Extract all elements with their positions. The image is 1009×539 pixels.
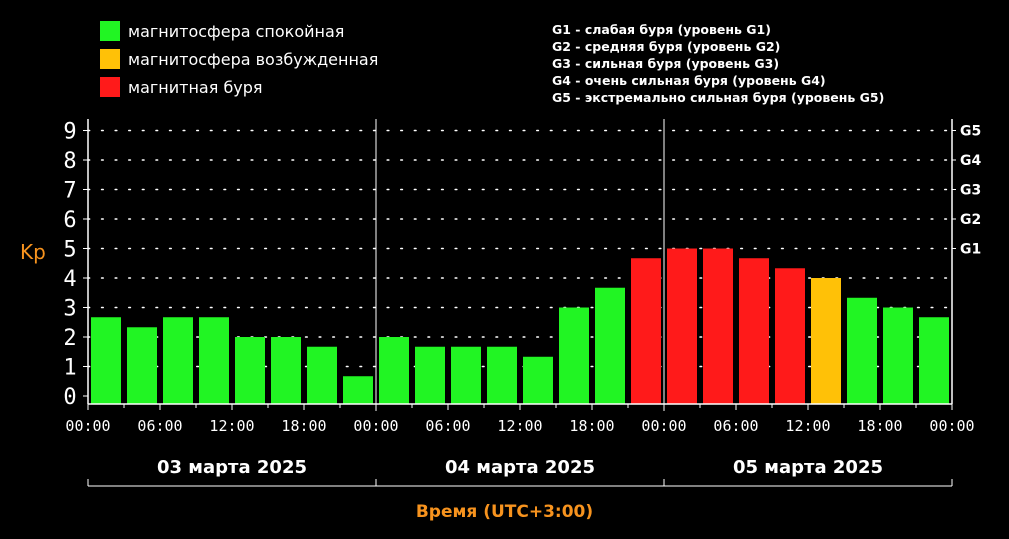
kp-bar bbox=[487, 346, 517, 404]
x-tick-label: 00:00 bbox=[65, 417, 110, 435]
kp-bar bbox=[127, 327, 157, 404]
y-tick-label: 9 bbox=[63, 120, 76, 145]
kp-bar bbox=[235, 337, 265, 404]
g-tick-label: G2 bbox=[960, 212, 981, 228]
g-tick-label: G4 bbox=[960, 153, 981, 169]
y-tick-label: 4 bbox=[63, 267, 76, 292]
y-tick-label: 6 bbox=[63, 208, 76, 233]
x-tick-label: 06:00 bbox=[137, 417, 182, 435]
legend-item-quiet: магнитосфера спокойная bbox=[100, 20, 344, 42]
y-tick-label: 8 bbox=[63, 149, 76, 174]
g-tick-label: G5 bbox=[960, 124, 981, 140]
kp-bar bbox=[451, 346, 481, 404]
g-tick-label: G3 bbox=[960, 183, 981, 199]
date-label: 05 марта 2025 bbox=[733, 457, 883, 478]
kp-bar bbox=[847, 297, 877, 404]
g-tick-label: G1 bbox=[960, 242, 981, 258]
y-tick-label: 5 bbox=[63, 238, 76, 263]
g-scale-item-g2: G2 - средняя буря (уровень G2) bbox=[552, 39, 781, 54]
y-tick-label: 2 bbox=[63, 326, 76, 351]
y-tick-label: 1 bbox=[63, 356, 76, 381]
legend-label-storm: магнитная буря bbox=[128, 77, 263, 97]
kp-bar bbox=[595, 287, 625, 404]
g-scale-item-g4: G4 - очень сильная буря (уровень G4) bbox=[552, 73, 826, 88]
x-tick-label: 18:00 bbox=[281, 417, 326, 435]
x-tick-label: 00:00 bbox=[353, 417, 398, 435]
x-tick-label: 06:00 bbox=[713, 417, 758, 435]
g-scale-item-g3: G3 - сильная буря (уровень G3) bbox=[552, 56, 780, 71]
x-tick-label: 18:00 bbox=[857, 417, 902, 435]
legend-item-storm: магнитная буря bbox=[100, 76, 263, 98]
legend-label-quiet: магнитосфера спокойная bbox=[128, 21, 345, 41]
x-axis-title: Время (UTC+3:00) bbox=[415, 502, 594, 522]
kp-bar bbox=[379, 337, 409, 404]
x-tick-label: 12:00 bbox=[785, 417, 830, 435]
x-tick-label: 00:00 bbox=[641, 417, 686, 435]
kp-bar bbox=[703, 248, 733, 404]
kp-bar bbox=[811, 278, 841, 404]
g-scale-item-g5: G5 - экстремально сильная буря (уровень … bbox=[552, 90, 885, 105]
kp-bar bbox=[559, 307, 589, 404]
kp-bar bbox=[307, 346, 337, 404]
kp-bar bbox=[739, 258, 769, 404]
kp-bar bbox=[271, 337, 301, 404]
g-scale-item-g1: G1 - слабая буря (уровень G1) bbox=[552, 22, 771, 37]
kp-bar bbox=[775, 268, 805, 404]
kp-bar bbox=[523, 356, 553, 404]
legend-swatch-active bbox=[100, 49, 120, 69]
x-tick-label: 18:00 bbox=[569, 417, 614, 435]
y-tick-label: 3 bbox=[63, 297, 76, 322]
kp-bar bbox=[667, 248, 697, 404]
kp-bar bbox=[883, 307, 913, 404]
x-tick-label: 06:00 bbox=[425, 417, 470, 435]
legend-swatch-storm bbox=[100, 77, 120, 97]
x-tick-label: 00:00 bbox=[929, 417, 974, 435]
y-tick-label: 7 bbox=[63, 179, 76, 204]
y-axis-title: Kp bbox=[20, 240, 46, 264]
kp-bar bbox=[919, 317, 949, 404]
legend-swatch-quiet bbox=[100, 21, 120, 41]
legend-label-active: магнитосфера возбужденная bbox=[128, 49, 379, 69]
x-tick-label: 12:00 bbox=[497, 417, 542, 435]
kp-bar bbox=[199, 317, 229, 404]
kp-bar bbox=[163, 317, 193, 404]
kp-bar bbox=[91, 317, 121, 404]
kp-bar bbox=[415, 346, 445, 404]
date-label: 03 марта 2025 bbox=[157, 457, 307, 478]
x-tick-label: 12:00 bbox=[209, 417, 254, 435]
kp-bar bbox=[343, 376, 373, 404]
date-label: 04 марта 2025 bbox=[445, 457, 595, 478]
kp-bar bbox=[631, 258, 661, 404]
legend-item-active: магнитосфера возбужденная bbox=[100, 48, 378, 70]
y-tick-label: 0 bbox=[63, 385, 76, 410]
